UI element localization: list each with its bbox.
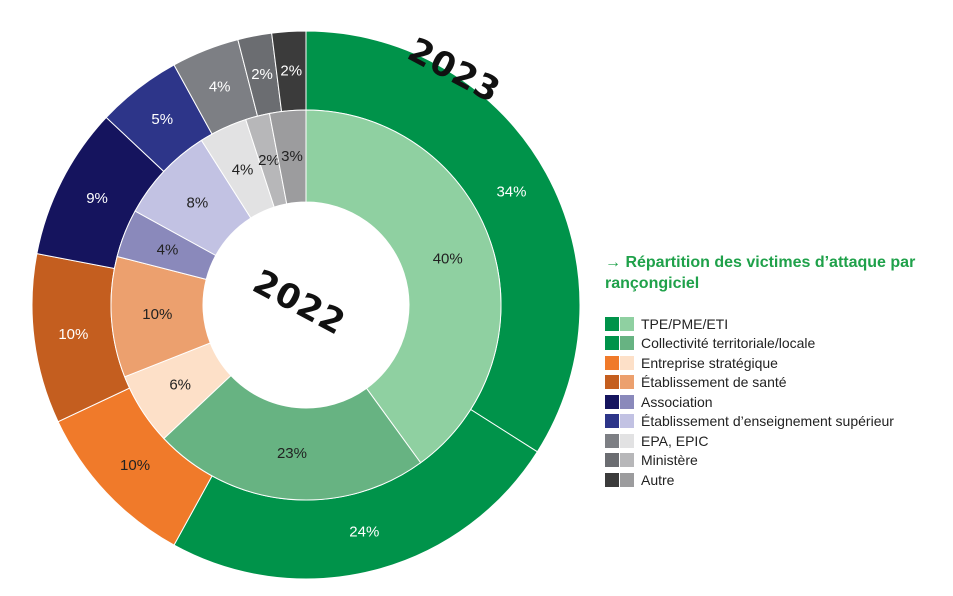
data-label-2023: 2% — [280, 62, 302, 79]
legend-item: Établissement de santé — [605, 373, 894, 393]
chart-title: → Répartition des victimes d’attaque par… — [605, 254, 916, 292]
legend-label: EPA, EPIC — [641, 432, 709, 449]
data-label-2022: 6% — [169, 376, 191, 393]
legend-item: Association — [605, 392, 894, 412]
legend-swatch-2023 — [605, 316, 619, 331]
legend-swatch-2022 — [620, 453, 634, 468]
legend-label: Association — [641, 393, 713, 410]
data-label-2023: 2% — [251, 66, 273, 83]
legend-item: Collectivité territoriale/locale — [605, 334, 894, 354]
legend-swatch-2023 — [605, 394, 619, 409]
legend-swatch-2023 — [605, 375, 619, 390]
data-label-2022: 40% — [433, 250, 463, 267]
legend-item: Autre — [605, 470, 894, 490]
data-label-2022: 3% — [281, 148, 303, 165]
slice-2022 — [305, 109, 502, 464]
legend-label: Établissement de santé — [641, 374, 787, 391]
legend: TPE/PME/ETI Collectivité territoriale/lo… — [605, 314, 894, 490]
legend-swatch-2022 — [620, 394, 634, 409]
data-label-2023: 5% — [151, 111, 173, 128]
legend-item: TPE/PME/ETI — [605, 314, 894, 334]
data-label-2022: 4% — [157, 242, 179, 259]
data-label-2022: 2% — [258, 152, 280, 169]
legend-item: Entreprise stratégique — [605, 353, 894, 373]
legend-item: EPA, EPIC — [605, 431, 894, 451]
legend-label: Collectivité territoriale/locale — [641, 335, 816, 352]
legend-label: Entreprise stratégique — [641, 354, 778, 371]
legend-swatch-2022 — [620, 433, 634, 448]
legend-swatch-2022 — [620, 316, 634, 331]
legend-swatch-2023 — [605, 472, 619, 487]
legend-swatch-2023 — [605, 336, 619, 351]
legend-swatch-2022 — [620, 336, 634, 351]
legend-swatch-2023 — [605, 453, 619, 468]
data-label-2022: 10% — [142, 306, 172, 323]
legend-swatch-2022 — [620, 472, 634, 487]
legend-label: Établissement d’enseignement supérieur — [641, 413, 894, 430]
legend-swatch-2023 — [605, 414, 619, 429]
data-label-2023: 4% — [209, 78, 231, 95]
slice-2022 — [163, 374, 422, 501]
legend-item: Établissement d’enseignement supérieur — [605, 412, 894, 432]
data-label-2023: 24% — [349, 524, 379, 541]
data-label-2022: 23% — [277, 445, 307, 462]
slice-2022 — [268, 109, 307, 205]
legend-swatch-2022 — [620, 375, 634, 390]
data-label-2022: 4% — [232, 162, 254, 179]
legend-item: Ministère — [605, 451, 894, 471]
legend-swatch-2023 — [605, 355, 619, 370]
data-label-2023: 9% — [86, 190, 108, 207]
data-label-2023: 10% — [58, 326, 88, 343]
legend-swatch-2022 — [620, 414, 634, 429]
legend-label: Autre — [641, 471, 675, 488]
legend-swatch-2022 — [620, 355, 634, 370]
data-label-2022: 8% — [187, 195, 209, 212]
legend-swatch-2023 — [605, 433, 619, 448]
data-label-2023: 10% — [120, 457, 150, 474]
legend-label: TPE/PME/ETI — [641, 315, 729, 332]
legend-label: Ministère — [641, 452, 698, 469]
data-label-2023: 34% — [496, 184, 526, 201]
